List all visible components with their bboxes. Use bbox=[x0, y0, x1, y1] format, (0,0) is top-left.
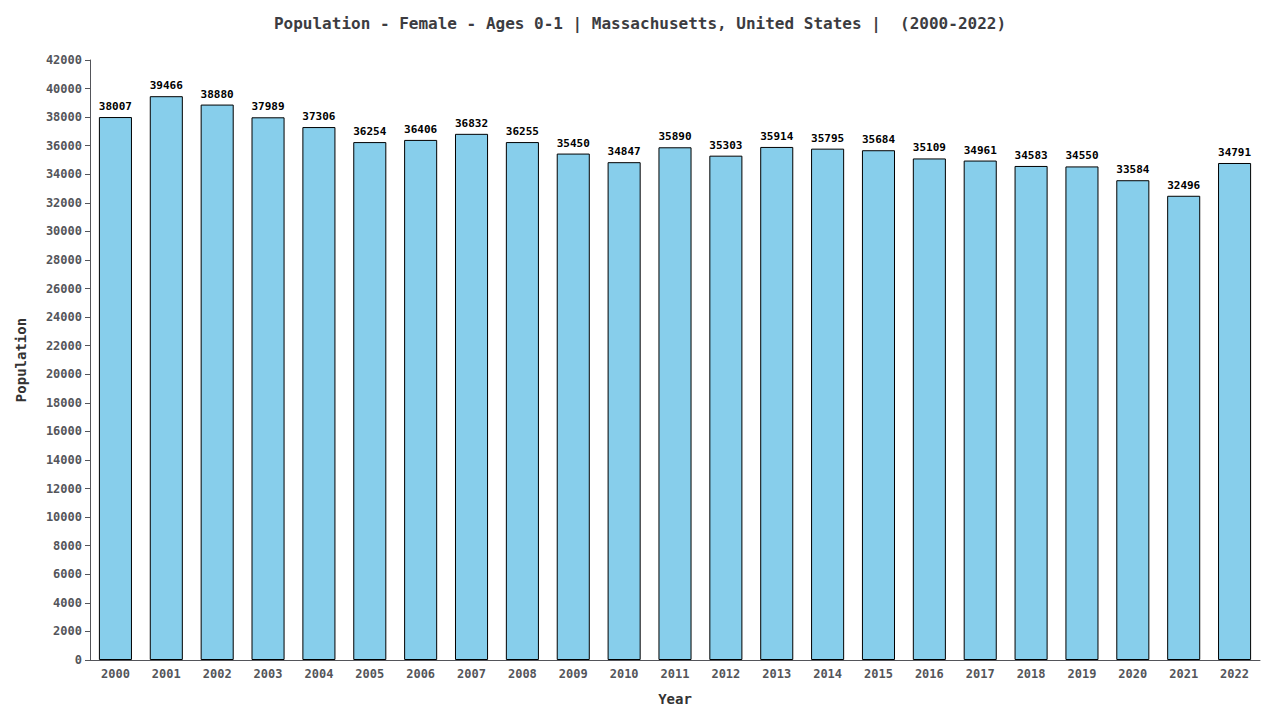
svg-text:2015: 2015 bbox=[864, 667, 893, 681]
svg-text:2021: 2021 bbox=[1169, 667, 1198, 681]
svg-text:38007: 38007 bbox=[99, 100, 132, 113]
svg-text:34550: 34550 bbox=[1065, 149, 1098, 162]
svg-text:34000: 34000 bbox=[46, 167, 82, 181]
svg-text:2008: 2008 bbox=[508, 667, 537, 681]
svg-text:2012: 2012 bbox=[711, 667, 740, 681]
svg-text:35795: 35795 bbox=[811, 132, 844, 145]
svg-text:12000: 12000 bbox=[46, 482, 82, 496]
svg-text:2001: 2001 bbox=[152, 667, 181, 681]
svg-text:35450: 35450 bbox=[557, 137, 590, 150]
svg-text:2005: 2005 bbox=[355, 667, 384, 681]
svg-text:10000: 10000 bbox=[46, 510, 82, 524]
svg-text:2010: 2010 bbox=[610, 667, 639, 681]
svg-text:35890: 35890 bbox=[658, 130, 691, 143]
svg-text:2004: 2004 bbox=[304, 667, 333, 681]
svg-text:16000: 16000 bbox=[46, 424, 82, 438]
svg-text:2011: 2011 bbox=[661, 667, 690, 681]
svg-text:18000: 18000 bbox=[46, 396, 82, 410]
svg-text:2000: 2000 bbox=[101, 667, 130, 681]
svg-text:40000: 40000 bbox=[46, 82, 82, 96]
svg-text:2009: 2009 bbox=[559, 667, 588, 681]
svg-text:35914: 35914 bbox=[760, 130, 793, 143]
svg-text:32000: 32000 bbox=[46, 196, 82, 210]
svg-text:2017: 2017 bbox=[966, 667, 995, 681]
svg-text:34961: 34961 bbox=[964, 144, 997, 157]
svg-text:34583: 34583 bbox=[1015, 149, 1048, 162]
svg-text:36254: 36254 bbox=[353, 125, 386, 138]
svg-text:42000: 42000 bbox=[46, 53, 82, 67]
svg-text:2019: 2019 bbox=[1068, 667, 1097, 681]
svg-text:35303: 35303 bbox=[709, 139, 742, 152]
svg-text:39466: 39466 bbox=[150, 79, 183, 92]
svg-text:38880: 38880 bbox=[201, 88, 234, 101]
svg-text:24000: 24000 bbox=[46, 310, 82, 324]
svg-text:6000: 6000 bbox=[53, 567, 82, 581]
svg-text:22000: 22000 bbox=[46, 339, 82, 353]
svg-text:8000: 8000 bbox=[53, 539, 82, 553]
svg-text:2018: 2018 bbox=[1017, 667, 1046, 681]
svg-text:2006: 2006 bbox=[406, 667, 435, 681]
svg-text:34847: 34847 bbox=[608, 145, 641, 158]
svg-text:38000: 38000 bbox=[46, 110, 82, 124]
svg-text:Year: Year bbox=[658, 691, 692, 707]
svg-text:30000: 30000 bbox=[46, 224, 82, 238]
svg-text:26000: 26000 bbox=[46, 282, 82, 296]
svg-text:2016: 2016 bbox=[915, 667, 944, 681]
svg-text:20000: 20000 bbox=[46, 367, 82, 381]
svg-text:2003: 2003 bbox=[254, 667, 283, 681]
svg-text:2022: 2022 bbox=[1220, 667, 1249, 681]
svg-text:2013: 2013 bbox=[762, 667, 791, 681]
svg-text:33584: 33584 bbox=[1116, 163, 1149, 176]
svg-text:2002: 2002 bbox=[203, 667, 232, 681]
svg-text:0: 0 bbox=[75, 653, 82, 667]
svg-text:2020: 2020 bbox=[1118, 667, 1147, 681]
svg-text:36832: 36832 bbox=[455, 117, 488, 130]
svg-text:2014: 2014 bbox=[813, 667, 842, 681]
svg-text:14000: 14000 bbox=[46, 453, 82, 467]
svg-text:Population - Female - Ages 0-1: Population - Female - Ages 0-1 | Massach… bbox=[274, 14, 1006, 34]
svg-text:32496: 32496 bbox=[1167, 179, 1200, 192]
svg-text:2000: 2000 bbox=[53, 624, 82, 638]
svg-text:36406: 36406 bbox=[404, 123, 437, 136]
svg-text:2007: 2007 bbox=[457, 667, 486, 681]
svg-text:Population: Population bbox=[13, 318, 29, 402]
svg-text:4000: 4000 bbox=[53, 596, 82, 610]
svg-text:36000: 36000 bbox=[46, 139, 82, 153]
svg-text:36255: 36255 bbox=[506, 125, 539, 138]
svg-text:28000: 28000 bbox=[46, 253, 82, 267]
svg-text:34791: 34791 bbox=[1218, 146, 1251, 159]
svg-text:35684: 35684 bbox=[862, 133, 895, 146]
svg-text:37989: 37989 bbox=[251, 100, 284, 113]
svg-text:37306: 37306 bbox=[302, 110, 335, 123]
svg-text:35109: 35109 bbox=[913, 141, 946, 154]
